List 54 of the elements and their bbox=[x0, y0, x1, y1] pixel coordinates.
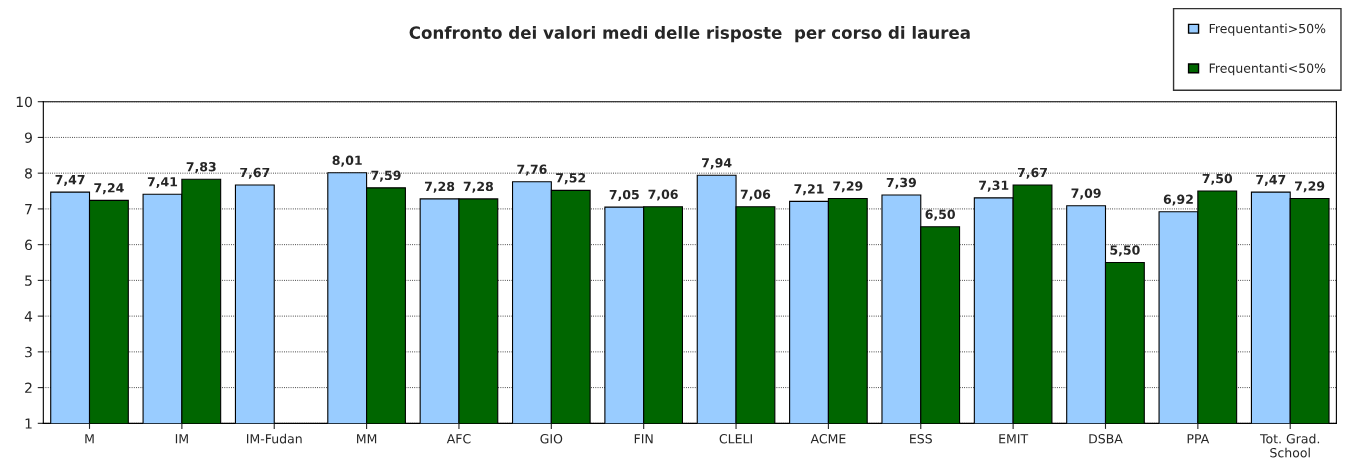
data-label: 7,28 bbox=[424, 181, 455, 193]
x-tick-label: Tot. Grad. School bbox=[1259, 433, 1320, 458]
data-label: 7,28 bbox=[463, 181, 493, 193]
data-label: 7,59 bbox=[371, 170, 401, 182]
data-label: 8,01 bbox=[332, 155, 362, 167]
data-label: 7,31 bbox=[979, 180, 1009, 192]
x-tick-label: IM-Fudan bbox=[247, 433, 302, 444]
y-tick-label: 1 bbox=[25, 418, 32, 429]
data-label: 7,67 bbox=[240, 167, 270, 179]
data-label: 7,41 bbox=[147, 177, 178, 189]
data-label: 7,67 bbox=[1017, 167, 1047, 179]
data-label: 7,94 bbox=[702, 158, 732, 170]
x-tick-label: CLELI bbox=[719, 433, 752, 444]
y-tick-label: 7 bbox=[25, 204, 32, 215]
x-tick-label: IM bbox=[175, 434, 188, 444]
data-label: 7,83 bbox=[186, 162, 216, 174]
data-label: 7,05 bbox=[609, 189, 639, 201]
y-tick-label: 6 bbox=[25, 239, 33, 251]
y-tick-label: 9 bbox=[24, 132, 32, 143]
data-label: 6,50 bbox=[925, 209, 955, 221]
y-tick-label: 10 bbox=[16, 96, 32, 108]
x-tick-label: MM bbox=[357, 434, 377, 444]
data-label: 7,47 bbox=[1256, 175, 1286, 186]
data-label: 7,52 bbox=[556, 173, 586, 185]
data-label: 7,50 bbox=[1202, 173, 1233, 185]
data-label: 7,21 bbox=[794, 184, 824, 196]
data-label: 7,29 bbox=[833, 181, 863, 193]
x-tick-label: FIN bbox=[634, 434, 653, 444]
data-label: 7,06 bbox=[648, 189, 678, 201]
data-label: 7,09 bbox=[1071, 188, 1101, 200]
legend-label: Frequentanti>50% bbox=[1209, 23, 1326, 36]
data-label: 5,50 bbox=[1110, 245, 1140, 257]
x-tick-label: M bbox=[85, 434, 94, 444]
x-tick-label: GIO bbox=[540, 433, 563, 444]
x-tick-label: EMIT bbox=[999, 434, 1029, 444]
x-tick-label: ESS bbox=[910, 433, 932, 444]
data-label: 7,47 bbox=[55, 175, 85, 186]
data-label: 6,92 bbox=[1163, 194, 1193, 206]
y-tick-label: 8 bbox=[25, 168, 32, 179]
y-tick-label: 2 bbox=[25, 382, 32, 393]
y-tick-label: 4 bbox=[24, 311, 33, 322]
x-tick-label: ACME bbox=[810, 433, 846, 444]
data-label: 7,76 bbox=[517, 164, 547, 176]
legend-label: Frequentanti<50% bbox=[1209, 63, 1326, 76]
y-tick-label: 5 bbox=[25, 275, 32, 286]
y-tick-label: 3 bbox=[25, 346, 32, 358]
data-label: 7,06 bbox=[740, 189, 771, 201]
data-label: 7,29 bbox=[1295, 181, 1325, 193]
x-tick-label: PPA bbox=[1187, 434, 1210, 444]
data-label: 7,24 bbox=[94, 183, 124, 195]
x-tick-label: AFC bbox=[446, 433, 471, 444]
x-tick-label: DSBA bbox=[1089, 433, 1123, 444]
chart-title: Confronto dei valori medi delle risposte per corso di laurea bbox=[409, 26, 970, 43]
data-label: 7,39 bbox=[886, 177, 916, 189]
